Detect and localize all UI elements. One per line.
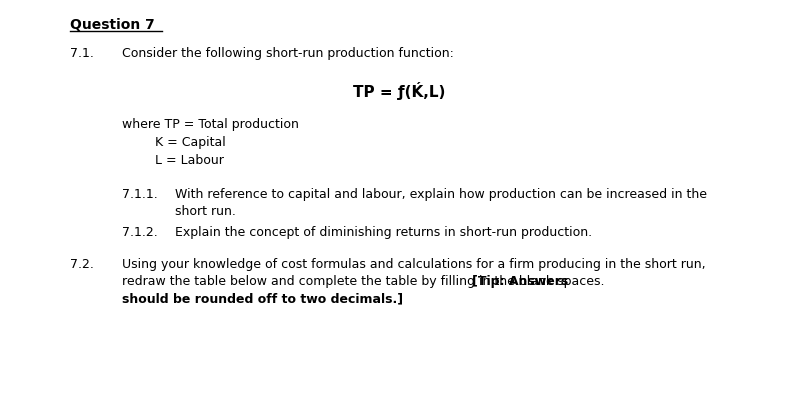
Text: [Tip: Answers: [Tip: Answers xyxy=(472,275,568,288)
Text: TP = ƒ(Ḱ,L): TP = ƒ(Ḱ,L) xyxy=(353,82,445,100)
Text: 7.2.: 7.2. xyxy=(70,258,94,271)
Text: K = Capital: K = Capital xyxy=(155,136,226,149)
Text: Question 7: Question 7 xyxy=(70,18,155,32)
Text: redraw the table below and complete the table by filling in the blank spaces.: redraw the table below and complete the … xyxy=(122,275,609,288)
Text: Using your knowledge of cost formulas and calculations for a firm producing in t: Using your knowledge of cost formulas an… xyxy=(122,258,705,271)
Text: 7.1.2.: 7.1.2. xyxy=(122,226,158,239)
Text: L = Labour: L = Labour xyxy=(155,154,224,167)
Text: With reference to capital and labour, explain how production can be increased in: With reference to capital and labour, ex… xyxy=(175,188,707,201)
Text: Explain the concept of diminishing returns in short-run production.: Explain the concept of diminishing retur… xyxy=(175,226,592,239)
Text: should be rounded off to two decimals.]: should be rounded off to two decimals.] xyxy=(122,292,403,305)
Text: Consider the following short-run production function:: Consider the following short-run product… xyxy=(122,47,454,60)
Text: 7.1.: 7.1. xyxy=(70,47,94,60)
Text: short run.: short run. xyxy=(175,205,236,218)
Text: where TP = Total production: where TP = Total production xyxy=(122,118,299,131)
Text: 7.1.1.: 7.1.1. xyxy=(122,188,158,201)
